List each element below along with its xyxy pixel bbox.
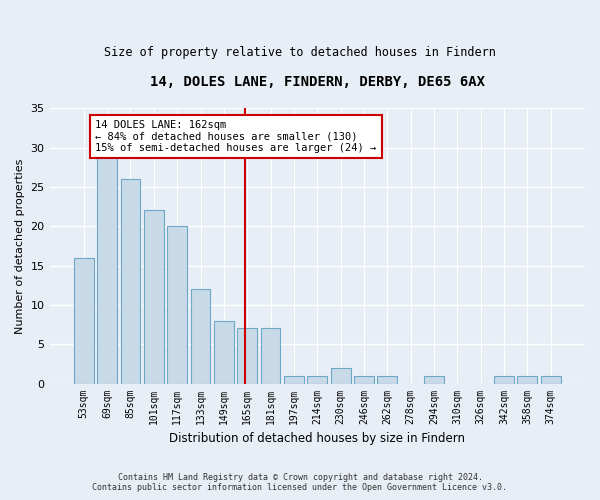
Text: 14 DOLES LANE: 162sqm
← 84% of detached houses are smaller (130)
15% of semi-det: 14 DOLES LANE: 162sqm ← 84% of detached …: [95, 120, 377, 153]
Bar: [238, 328, 257, 384]
Bar: [167, 226, 187, 384]
Text: Size of property relative to detached houses in Findern: Size of property relative to detached ho…: [104, 46, 496, 59]
Bar: [541, 376, 560, 384]
Y-axis label: Number of detached properties: Number of detached properties: [15, 158, 25, 334]
Bar: [307, 376, 327, 384]
Text: Contains HM Land Registry data © Crown copyright and database right 2024.
Contai: Contains HM Land Registry data © Crown c…: [92, 473, 508, 492]
Title: 14, DOLES LANE, FINDERN, DERBY, DE65 6AX: 14, DOLES LANE, FINDERN, DERBY, DE65 6AX: [150, 75, 485, 89]
Bar: [517, 376, 538, 384]
Bar: [214, 320, 234, 384]
X-axis label: Distribution of detached houses by size in Findern: Distribution of detached houses by size …: [169, 432, 465, 445]
Bar: [331, 368, 350, 384]
Bar: [97, 156, 117, 384]
Bar: [144, 210, 164, 384]
Bar: [424, 376, 444, 384]
Bar: [260, 328, 280, 384]
Bar: [354, 376, 374, 384]
Bar: [284, 376, 304, 384]
Bar: [191, 289, 211, 384]
Bar: [494, 376, 514, 384]
Bar: [121, 179, 140, 384]
Bar: [74, 258, 94, 384]
Bar: [377, 376, 397, 384]
